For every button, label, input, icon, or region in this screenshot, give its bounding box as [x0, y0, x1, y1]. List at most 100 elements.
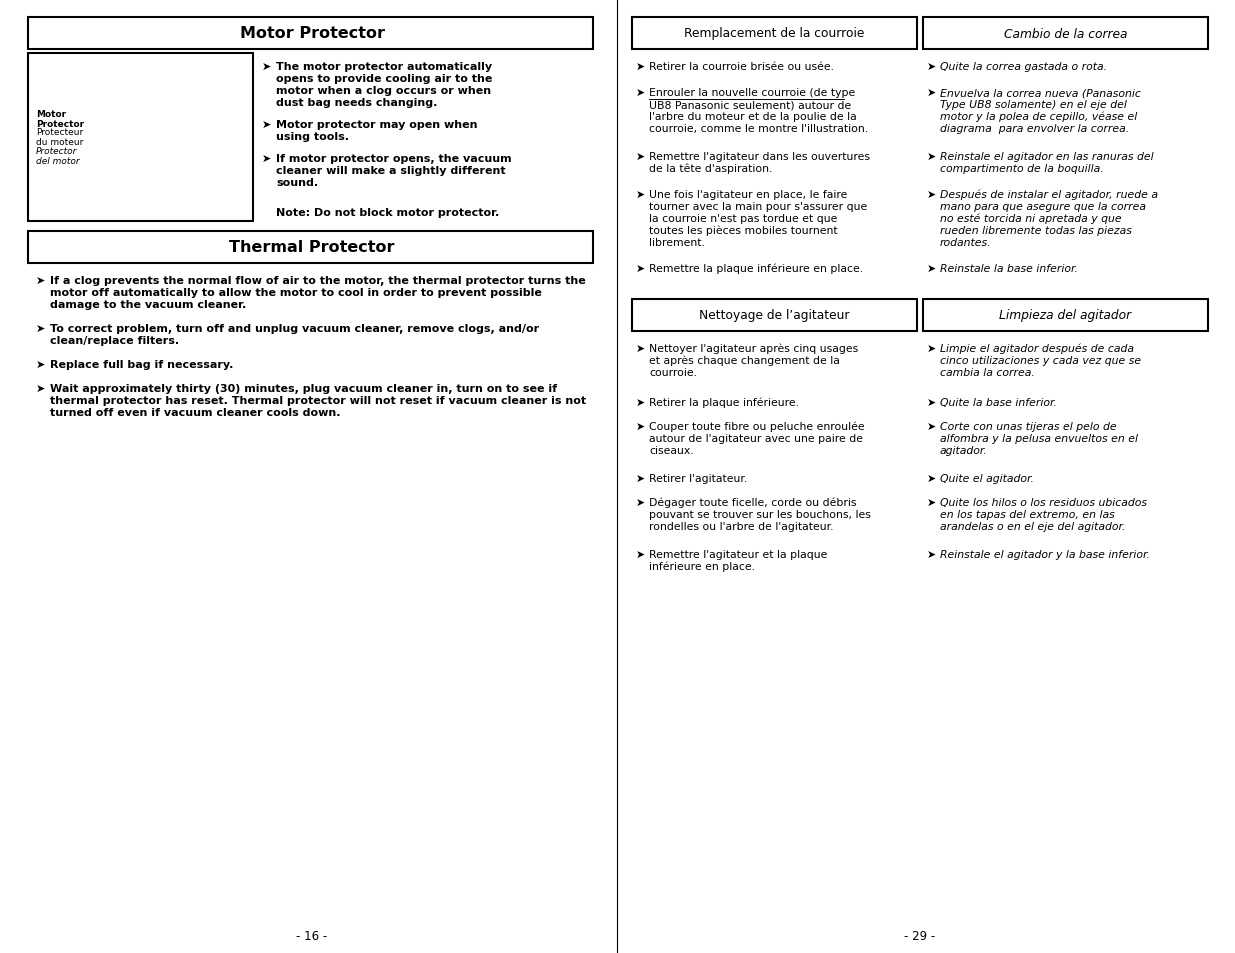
Text: l'arbre du moteur et de la poulie de la: l'arbre du moteur et de la poulie de la: [650, 112, 857, 122]
Text: If a clog prevents the normal flow of air to the motor, the thermal protector tu: If a clog prevents the normal flow of ai…: [49, 275, 585, 286]
Bar: [28, 54, 253, 222]
Text: ➤: ➤: [927, 190, 936, 200]
Text: inférieure en place.: inférieure en place.: [650, 561, 755, 572]
Text: thermal protector has reset. Thermal protector will not reset if vacuum cleaner : thermal protector has reset. Thermal pro…: [49, 395, 587, 406]
Text: Wait approximately thirty (30) minutes, plug vacuum cleaner in, turn on to see i: Wait approximately thirty (30) minutes, …: [49, 384, 557, 394]
Text: Retirer l'agitateur.: Retirer l'agitateur.: [650, 474, 747, 483]
Text: Remettre l'agitateur et la plaque: Remettre l'agitateur et la plaque: [650, 550, 827, 559]
Text: ➤: ➤: [927, 550, 936, 559]
Text: mano para que asegure que la correa: mano para que asegure que la correa: [940, 202, 1146, 212]
Text: Dégager toute ficelle, corde ou débris: Dégager toute ficelle, corde ou débris: [650, 497, 857, 508]
Text: Limpieza del agitador: Limpieza del agitador: [999, 309, 1131, 322]
Text: Remettre la plaque inférieure en place.: Remettre la plaque inférieure en place.: [650, 264, 863, 274]
Text: Une fois l'agitateur en place, le faire: Une fois l'agitateur en place, le faire: [650, 190, 847, 200]
Text: - 16 -: - 16 -: [296, 929, 327, 942]
Text: ➤: ➤: [927, 344, 936, 354]
Text: Replace full bag if necessary.: Replace full bag if necessary.: [49, 359, 233, 370]
Text: ➤: ➤: [636, 62, 645, 71]
Bar: [28, 232, 593, 264]
Text: using tools.: using tools.: [275, 132, 350, 142]
Text: ➤: ➤: [636, 397, 645, 408]
Text: ➤: ➤: [636, 264, 645, 274]
Text: The motor protector automatically: The motor protector automatically: [275, 62, 492, 71]
Text: Motor
Protector: Motor Protector: [36, 110, 84, 130]
Text: Reinstale el agitador y la base inferior.: Reinstale el agitador y la base inferior…: [940, 550, 1150, 559]
Text: ➤: ➤: [36, 384, 46, 394]
Text: de la tête d'aspiration.: de la tête d'aspiration.: [650, 164, 772, 174]
Text: autour de l'agitateur avec une paire de: autour de l'agitateur avec une paire de: [650, 434, 863, 443]
Text: ➤: ➤: [927, 497, 936, 507]
Text: Después de instalar el agitador, ruede a: Después de instalar el agitador, ruede a: [940, 190, 1158, 200]
Text: Protector
del motor: Protector del motor: [36, 147, 79, 166]
Text: diagrama  para envolver la correa.: diagrama para envolver la correa.: [940, 124, 1129, 133]
Text: ➤: ➤: [636, 88, 645, 98]
Text: motor when a clog occurs or when: motor when a clog occurs or when: [275, 86, 492, 96]
Bar: [923, 18, 1208, 50]
Text: arandelas o en el eje del agitador.: arandelas o en el eje del agitador.: [940, 521, 1125, 532]
Text: ➤: ➤: [927, 152, 936, 162]
Text: pouvant se trouver sur les bouchons, les: pouvant se trouver sur les bouchons, les: [650, 510, 871, 519]
Text: Reinstale la base inferior.: Reinstale la base inferior.: [940, 264, 1078, 274]
Text: ➤: ➤: [636, 474, 645, 483]
Text: Limpie el agitador después de cada: Limpie el agitador después de cada: [940, 344, 1134, 355]
Text: alfombra y la pelusa envueltos en el: alfombra y la pelusa envueltos en el: [940, 434, 1137, 443]
Text: Motor Protector: Motor Protector: [240, 27, 384, 42]
Text: Remettre l'agitateur dans les ouvertures: Remettre l'agitateur dans les ouvertures: [650, 152, 869, 162]
Text: motor y la polea de cepillo, véase el: motor y la polea de cepillo, véase el: [940, 112, 1137, 122]
Text: librement.: librement.: [650, 237, 705, 248]
Text: Enrouler la nouvelle courroie (de type: Enrouler la nouvelle courroie (de type: [650, 88, 856, 98]
Text: Reinstale el agitador en las ranuras del: Reinstale el agitador en las ranuras del: [940, 152, 1153, 162]
Text: ➤: ➤: [927, 474, 936, 483]
Text: Corte con unas tijeras el pelo de: Corte con unas tijeras el pelo de: [940, 421, 1116, 432]
Text: ➤: ➤: [927, 88, 936, 98]
Text: Quite los hilos o los residuos ubicados: Quite los hilos o los residuos ubicados: [940, 497, 1147, 507]
Text: rondelles ou l'arbre de l'agitateur.: rondelles ou l'arbre de l'agitateur.: [650, 521, 834, 532]
Text: motor off automatically to allow the motor to cool in order to prevent possible: motor off automatically to allow the mot…: [49, 288, 542, 297]
Text: ➤: ➤: [927, 421, 936, 432]
Text: et après chaque changement de la: et après chaque changement de la: [650, 355, 840, 366]
Text: Quite la base inferior.: Quite la base inferior.: [940, 397, 1057, 408]
Text: Cambio de la correa: Cambio de la correa: [1004, 28, 1128, 40]
Bar: [28, 18, 593, 50]
Text: Nettoyage de l’agitateur: Nettoyage de l’agitateur: [699, 309, 850, 322]
Text: Quite el agitador.: Quite el agitador.: [940, 474, 1034, 483]
Bar: [632, 299, 918, 332]
Text: ➤: ➤: [262, 62, 272, 71]
Text: Note: Do not block motor protector.: Note: Do not block motor protector.: [275, 208, 499, 218]
Text: ➤: ➤: [636, 344, 645, 354]
Text: ➤: ➤: [927, 397, 936, 408]
Text: ciseaux.: ciseaux.: [650, 446, 694, 456]
Bar: [632, 18, 918, 50]
Text: no esté torcida ni apretada y que: no esté torcida ni apretada y que: [940, 213, 1121, 224]
Text: cinco utilizaciones y cada vez que se: cinco utilizaciones y cada vez que se: [940, 355, 1141, 366]
Text: Couper toute fibre ou peluche enroulée: Couper toute fibre ou peluche enroulée: [650, 421, 864, 432]
Bar: [923, 299, 1208, 332]
Text: Retirer la courroie brisée ou usée.: Retirer la courroie brisée ou usée.: [650, 62, 834, 71]
Text: la courroie n'est pas tordue et que: la courroie n'est pas tordue et que: [650, 213, 837, 224]
Text: agitador.: agitador.: [940, 446, 988, 456]
Text: courroie.: courroie.: [650, 368, 697, 377]
Text: Quite la correa gastada o rota.: Quite la correa gastada o rota.: [940, 62, 1107, 71]
Text: If motor protector opens, the vacuum: If motor protector opens, the vacuum: [275, 153, 511, 164]
Text: UB8 Panasonic seulement) autour de: UB8 Panasonic seulement) autour de: [650, 100, 851, 110]
Text: sound.: sound.: [275, 178, 319, 188]
Text: turned off even if vacuum cleaner cools down.: turned off even if vacuum cleaner cools …: [49, 408, 341, 417]
Text: Retirer la plaque inférieure.: Retirer la plaque inférieure.: [650, 397, 799, 408]
Text: ➤: ➤: [636, 550, 645, 559]
Text: rueden libremente todas las piezas: rueden libremente todas las piezas: [940, 226, 1131, 235]
Text: Thermal Protector: Thermal Protector: [230, 240, 395, 255]
Text: compartimento de la boquilla.: compartimento de la boquilla.: [940, 164, 1104, 173]
Text: ➤: ➤: [262, 153, 272, 164]
Text: ➤: ➤: [36, 324, 46, 334]
Text: ➤: ➤: [636, 152, 645, 162]
Text: ➤: ➤: [36, 359, 46, 370]
Text: ➤: ➤: [262, 120, 272, 130]
Text: ➤: ➤: [927, 264, 936, 274]
Text: Remplacement de la courroie: Remplacement de la courroie: [684, 28, 864, 40]
Text: cleaner will make a slightly different: cleaner will make a slightly different: [275, 166, 505, 175]
Text: ➤: ➤: [636, 497, 645, 507]
Text: - 29 -: - 29 -: [904, 929, 936, 942]
Text: rodantes.: rodantes.: [940, 237, 992, 248]
Text: dust bag needs changing.: dust bag needs changing.: [275, 98, 437, 108]
Text: opens to provide cooling air to the: opens to provide cooling air to the: [275, 74, 493, 84]
